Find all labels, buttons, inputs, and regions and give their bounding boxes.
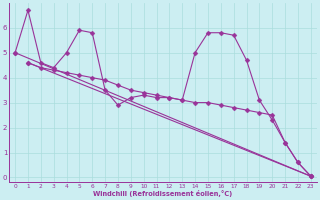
X-axis label: Windchill (Refroidissement éolien,°C): Windchill (Refroidissement éolien,°C) bbox=[93, 190, 233, 197]
